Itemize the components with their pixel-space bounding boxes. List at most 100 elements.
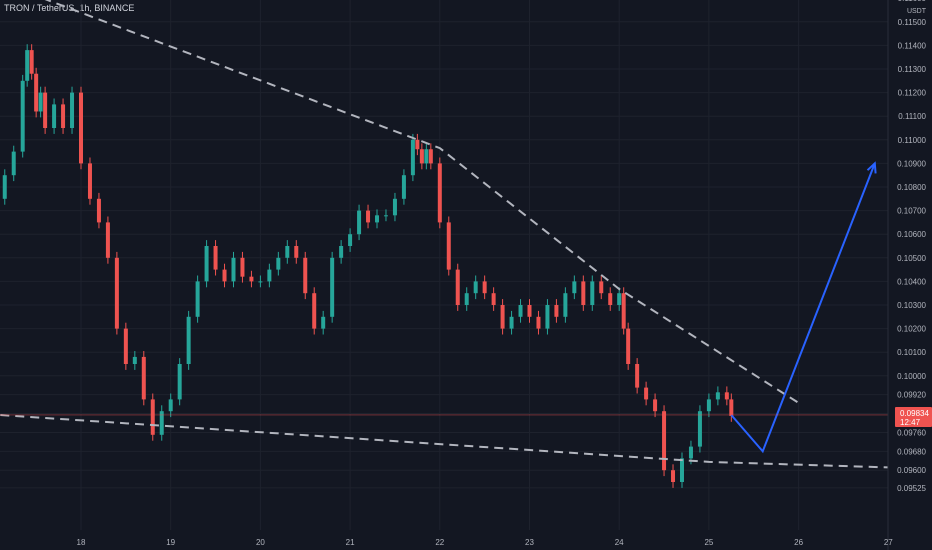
price-tick-label: 0.10700 [897, 207, 926, 216]
price-tick-label: 0.10300 [897, 301, 926, 310]
candle-body [61, 104, 66, 128]
candle-body [87, 163, 92, 199]
candle-body [123, 328, 128, 364]
candle-body [267, 269, 272, 282]
candle-body [671, 470, 676, 482]
candle-body [706, 399, 711, 412]
candle-body [437, 163, 442, 223]
candle-body [554, 305, 559, 317]
last-price-value: 0.09834 [900, 409, 929, 418]
candle-body [410, 139, 415, 176]
candle-body [177, 364, 182, 400]
price-tick-label: 0.10500 [897, 254, 926, 263]
candle-body [96, 198, 101, 223]
dashed-trendline [44, 0, 800, 404]
price-tick-label: 0.11500 [898, 18, 927, 27]
candle-body [213, 246, 218, 270]
candle-body [527, 305, 532, 317]
candle-body [428, 149, 433, 164]
date-tick-label: 27 [884, 538, 893, 547]
price-tick-label: 0.09525 [897, 484, 926, 493]
candle-body [729, 399, 734, 416]
candle-body [563, 293, 568, 317]
candle-body [294, 246, 299, 258]
candle-body [105, 222, 110, 258]
price-axis [888, 0, 932, 550]
candle-body [303, 257, 308, 294]
date-tick-label: 20 [256, 538, 265, 547]
candle-body [70, 92, 75, 128]
candle-body [312, 293, 317, 329]
date-tick-label: 22 [435, 538, 444, 547]
candle-body [195, 281, 200, 317]
candle-body [473, 281, 478, 294]
candle-body [697, 411, 702, 447]
candle-body [348, 234, 353, 246]
candle-body [204, 246, 209, 282]
candle-body [724, 392, 729, 400]
annotation-layer [0, 0, 889, 469]
date-tick-label: 25 [704, 538, 713, 547]
date-tick-label: 19 [166, 538, 175, 547]
candle-body [339, 246, 344, 258]
price-tick-label: 0.09920 [897, 391, 926, 400]
candle-body [321, 316, 326, 329]
candle-body [464, 293, 469, 305]
candle-body [572, 281, 577, 294]
candle-body [679, 458, 684, 482]
candle-body [715, 392, 720, 400]
candle-body [114, 257, 119, 329]
candle-body [608, 293, 613, 305]
time-axis [0, 530, 888, 550]
candle-body [168, 399, 173, 412]
candle-body [330, 257, 335, 317]
candle-body [249, 276, 254, 282]
candle-body [285, 246, 290, 258]
candle-body [20, 80, 25, 152]
price-tick-label: 0.09760 [897, 428, 926, 437]
candle-body [29, 50, 34, 74]
candle-body [653, 399, 658, 412]
price-tick-label: 0.10600 [897, 230, 926, 239]
price-tick-label: 0.10900 [897, 159, 926, 168]
price-tick-label: 0.11200 [898, 89, 927, 98]
candle-body [581, 281, 586, 305]
candle-body [419, 149, 424, 164]
candles-layer [2, 44, 734, 488]
candle-body [662, 411, 667, 471]
date-tick-label: 26 [794, 538, 803, 547]
candle-body [357, 210, 362, 235]
price-tick-label: 0.11100 [898, 112, 926, 121]
candle-body [38, 92, 43, 112]
price-tick-label: 0.10100 [897, 348, 926, 357]
candle-body [545, 305, 550, 329]
candle-body [375, 215, 380, 223]
candle-body [366, 210, 371, 223]
date-tick-label: 23 [525, 538, 534, 547]
candle-body [617, 293, 622, 305]
candle-body [635, 364, 640, 388]
price-tick-label: 0.11600 [898, 0, 927, 3]
date-tick-label: 24 [615, 538, 624, 547]
candle-body [424, 149, 429, 164]
candle-body [401, 175, 406, 199]
candle-body [455, 269, 460, 305]
dashed-trendline [0, 414, 889, 469]
candle-body [392, 198, 397, 216]
candle-body [141, 356, 146, 400]
candle-body [509, 316, 514, 329]
candle-body [159, 411, 164, 435]
candle-body [415, 139, 420, 150]
projection-path [730, 163, 876, 454]
price-tick-label: 0.09600 [897, 466, 926, 475]
price-tick-label: 0.10400 [897, 277, 926, 286]
candle-body [500, 305, 505, 329]
candle-body [599, 281, 604, 294]
price-tick-label: 0.10200 [897, 325, 926, 334]
price-tick-label: 0.10800 [897, 183, 926, 192]
candle-body [491, 293, 496, 305]
candle-body [222, 269, 227, 282]
chart-title: TRON / TetherUS, 1h, BINANCE [4, 3, 135, 13]
